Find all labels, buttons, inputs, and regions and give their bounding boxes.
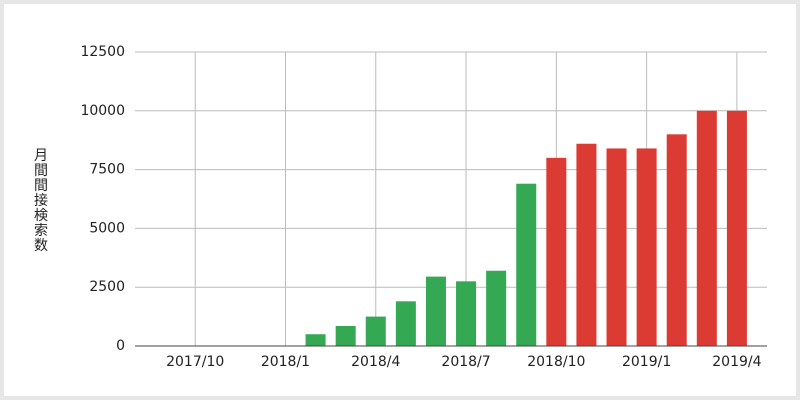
bar: [636, 148, 657, 346]
x-tick-label: 2018/10: [527, 354, 585, 370]
bar: [365, 316, 386, 346]
bar: [696, 110, 717, 346]
x-tick-label: 2019/4: [712, 354, 761, 370]
y-tick-label: 10000: [80, 103, 125, 119]
y-tick-label: 12500: [80, 44, 125, 60]
bar: [576, 143, 597, 346]
bar: [546, 157, 567, 346]
bar: [456, 281, 477, 346]
y-tick-label: 5000: [89, 220, 125, 236]
bar: [305, 334, 326, 346]
bar: [335, 326, 356, 346]
y-tick-label: 7500: [89, 162, 125, 178]
bar: [666, 134, 687, 346]
bar: [726, 110, 747, 346]
bar: [486, 270, 507, 346]
x-tick-label: 2017/10: [166, 354, 224, 370]
x-tick-label: 2019/1: [622, 354, 671, 370]
y-tick-label: 2500: [89, 279, 125, 295]
x-tick-label: 2018/1: [261, 354, 310, 370]
y-tick-label: 0: [116, 338, 125, 354]
x-tick-label: 2018/4: [351, 354, 400, 370]
x-tick-label: 2018/7: [441, 354, 490, 370]
bar: [606, 148, 627, 346]
bar: [395, 301, 416, 346]
y-axis-label: 月間間接検索数: [32, 148, 48, 253]
bar: [425, 276, 446, 346]
bar: [516, 183, 537, 346]
